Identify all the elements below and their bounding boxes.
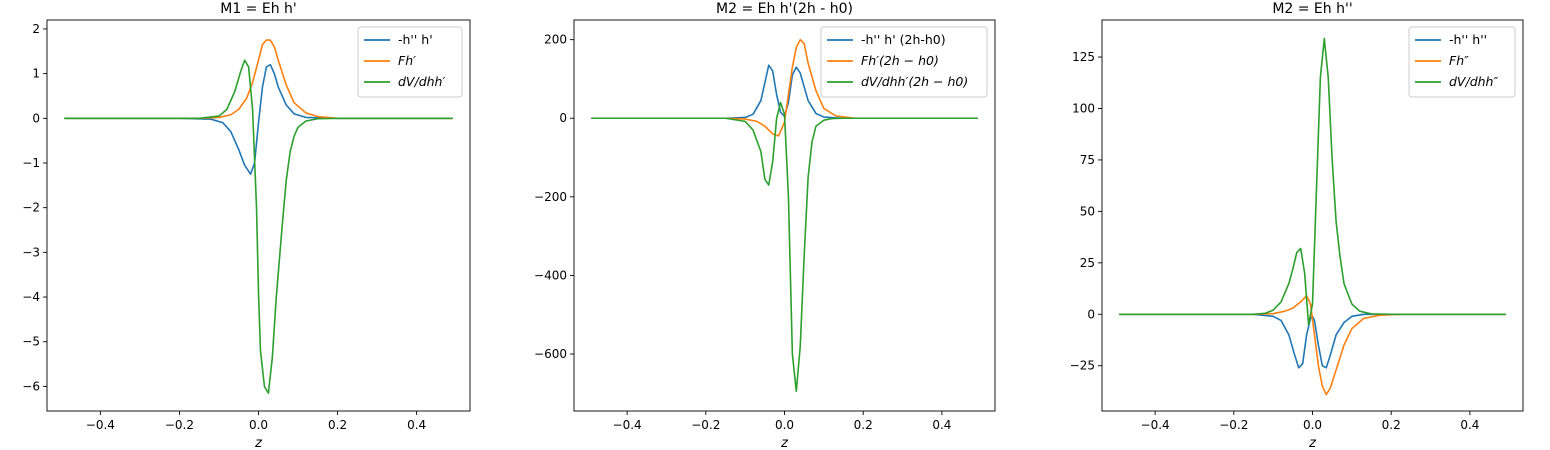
y-tick-label: −600 xyxy=(534,347,567,361)
y-tick-label: 1 xyxy=(32,67,40,81)
x-axis-label: z xyxy=(1308,436,1317,450)
series-line-1 xyxy=(1118,313,1507,369)
chart-title: M2 = Eh h'(2h - h0) xyxy=(716,1,853,17)
legend-entry-dv-dhh: dV/dhh″ xyxy=(1449,74,1498,89)
x-axis-label: z xyxy=(780,436,789,450)
y-tick-label: −5 xyxy=(22,335,40,349)
y-tick-label: 0 xyxy=(1087,307,1095,321)
legend-entry-fh: Fh″ xyxy=(1449,53,1469,68)
chart-title: M1 = Eh h' xyxy=(220,1,297,17)
legend-frame xyxy=(357,26,463,98)
legend-frame xyxy=(1408,26,1516,98)
legend-entry-dv-dhh: dV/dhh′ xyxy=(398,74,445,89)
series-line-2 xyxy=(1118,294,1507,396)
x-tick-label: −0.4 xyxy=(86,418,115,432)
legend-frame xyxy=(820,26,988,98)
x-tick-label: 0.2 xyxy=(328,418,347,432)
x-tick-label: 0.0 xyxy=(249,418,268,432)
legend-entry-fh-2h-h0: Fh′(2h − h0) xyxy=(861,53,939,68)
x-tick-label: −0.4 xyxy=(1141,418,1170,432)
y-tick-label: 25 xyxy=(1080,256,1095,270)
y-tick-label: 50 xyxy=(1080,204,1095,218)
y-tick-label: −3 xyxy=(22,245,40,259)
x-tick-label: 0.0 xyxy=(775,418,794,432)
chart-panel-2: −0.4 −0.2 0.0 0.2 0.4 200 0 −200 −400 −600 M2 = Eh… xyxy=(534,1,996,450)
legend: -h'' h' (2h-h0) Fh′(2h − h0) dV/dhh′(2h − … xyxy=(820,26,988,98)
x-tick-label: 0.0 xyxy=(1303,418,1322,432)
series-line-3 xyxy=(590,101,979,393)
y-tick-label: 0 xyxy=(559,111,567,125)
chart-title: M2 = Eh h'' xyxy=(1272,1,1352,17)
x-tick-label: 0.2 xyxy=(854,418,873,432)
x-tick-label: 0.4 xyxy=(1460,418,1479,432)
x-tick-label: −0.4 xyxy=(613,418,642,432)
chart-panel-3: −0.4 −0.2 0.0 0.2 0.4 125 100 75 50 25 0 −25 M2 = Eh… xyxy=(1070,1,1524,450)
legend-entry-dv-dhh-2h-h0: dV/dhh′(2h − h0) xyxy=(861,74,968,89)
legend-entry-fh: Fh′ xyxy=(398,53,416,68)
y-tick-label: −2 xyxy=(22,201,40,215)
y-tick-label: 75 xyxy=(1080,153,1095,167)
y-tick-label: 100 xyxy=(1072,101,1095,115)
y-tick-label: 125 xyxy=(1072,50,1095,64)
x-tick-label: 0.4 xyxy=(407,418,426,432)
y-tick-label: −4 xyxy=(22,290,40,304)
y-tick-label: −25 xyxy=(1070,359,1095,373)
x-tick-label: 0.2 xyxy=(1382,418,1401,432)
legend: -h'' h'' Fh″ dV/dhh″ xyxy=(1408,26,1516,98)
series-line-1 xyxy=(63,63,454,175)
y-tick-label: −400 xyxy=(534,268,567,282)
y-tick-label: −6 xyxy=(22,379,40,393)
x-tick-label: −0.2 xyxy=(1219,418,1248,432)
y-tick-label: −1 xyxy=(22,156,40,170)
legend: -h'' h' Fh′ dV/dhh′ xyxy=(357,26,463,98)
chart-panel-1: −0.4 −0.2 0.0 0.2 0.4 2 1 0 −1 −2 −3 −4 −5 −6 M1 = Eh … xyxy=(22,1,471,450)
series-line-2 xyxy=(63,39,454,120)
y-tick-label: 200 xyxy=(544,33,567,47)
series-line-3 xyxy=(63,59,454,394)
series-line-2 xyxy=(590,38,979,137)
legend-entry-h-h: -h'' h'' xyxy=(1449,32,1487,47)
y-tick-label: 0 xyxy=(32,111,40,125)
x-tick-label: −0.2 xyxy=(165,418,194,432)
y-tick-label: −200 xyxy=(534,190,567,204)
legend-entry-h-h: -h'' h' xyxy=(398,32,433,47)
x-tick-label: −0.2 xyxy=(691,418,720,432)
legend-entry-h-h-2h-h0: -h'' h' (2h-h0) xyxy=(861,32,946,47)
y-tick-label: 2 xyxy=(32,22,40,36)
series-line-3 xyxy=(1118,37,1507,326)
x-tick-label: 0.4 xyxy=(932,418,951,432)
x-axis-label: z xyxy=(254,436,263,450)
